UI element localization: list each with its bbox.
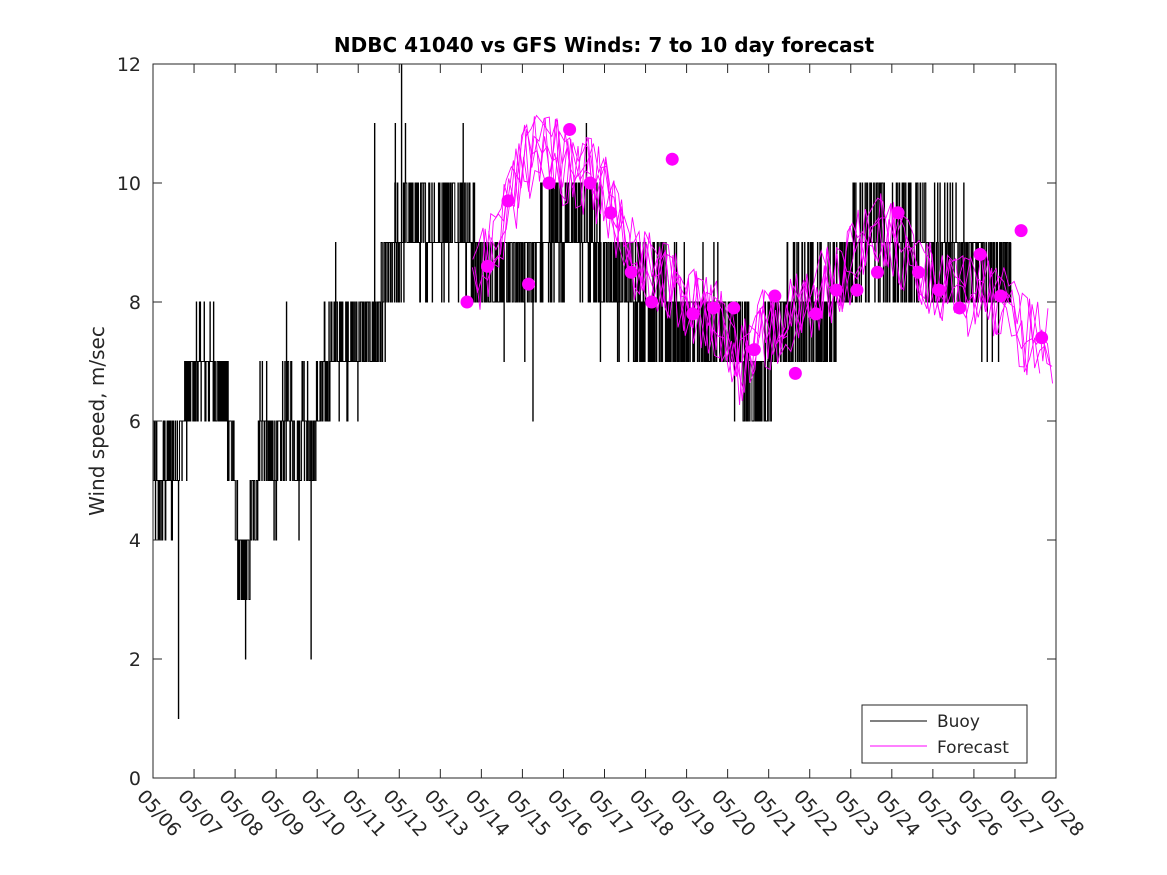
y-axis-label: Wind speed, m/sec (85, 326, 109, 516)
forecast-point-4 (542, 176, 556, 190)
forecast-point-18 (829, 283, 843, 297)
legend-buoy-label: Buoy (937, 712, 980, 732)
y-tick-label-2: 4 (129, 530, 141, 552)
forecast-point-15 (768, 289, 782, 303)
forecast-point-7 (604, 206, 618, 220)
forecast-line-5 (485, 119, 1051, 383)
forecast-point-10 (665, 152, 679, 166)
forecast-point-11 (686, 307, 700, 321)
legend-forecast-label: Forecast (937, 738, 1009, 758)
forecast-point-13 (727, 301, 741, 315)
y-tick-label-6: 12 (117, 54, 141, 76)
forecast-point-9 (645, 295, 659, 309)
forecast-point-26 (994, 289, 1008, 303)
y-tick-label-1: 2 (129, 649, 141, 671)
y-tick-label-5: 10 (117, 173, 141, 195)
forecast-point-23 (932, 283, 946, 297)
forecast-point-12 (706, 301, 720, 315)
forecast-point-2 (501, 194, 515, 208)
forecast-line-2 (474, 114, 789, 377)
forecast-points (460, 122, 1049, 380)
forecast-point-20 (870, 265, 884, 279)
forecast-point-3 (522, 277, 536, 291)
buoy-series (153, 63, 1012, 719)
y-axis: 0 2 4 6 8 10 12 (117, 54, 1056, 790)
forecast-point-19 (850, 283, 864, 297)
forecast-point-8 (624, 265, 638, 279)
forecast-point-6 (583, 176, 597, 190)
forecast-point-5 (563, 122, 577, 136)
forecast-point-21 (891, 206, 905, 220)
forecast-point-17 (809, 307, 823, 321)
forecast-point-28 (1035, 331, 1049, 345)
forecast-point-25 (973, 247, 987, 261)
forecast-point-0 (460, 295, 474, 309)
legend: Buoy Forecast (861, 704, 1028, 764)
buoy-line (153, 63, 1012, 719)
forecast-point-1 (481, 259, 495, 273)
forecast-series (471, 114, 1053, 406)
legend-box (861, 704, 1028, 764)
forecast-point-22 (912, 265, 925, 279)
y-tick-label-0: 0 (129, 768, 141, 790)
forecast-point-27 (1014, 224, 1028, 238)
y-tick-label-4: 8 (129, 292, 141, 314)
forecast-point-16 (788, 366, 802, 380)
chart-title: NDBC 41040 vs GFS Winds: 7 to 10 day for… (334, 33, 875, 57)
forecast-point-14 (747, 343, 761, 357)
y-tick-label-3: 6 (129, 411, 141, 433)
forecast-point-24 (953, 301, 967, 315)
forecast-line-4 (490, 123, 1041, 401)
